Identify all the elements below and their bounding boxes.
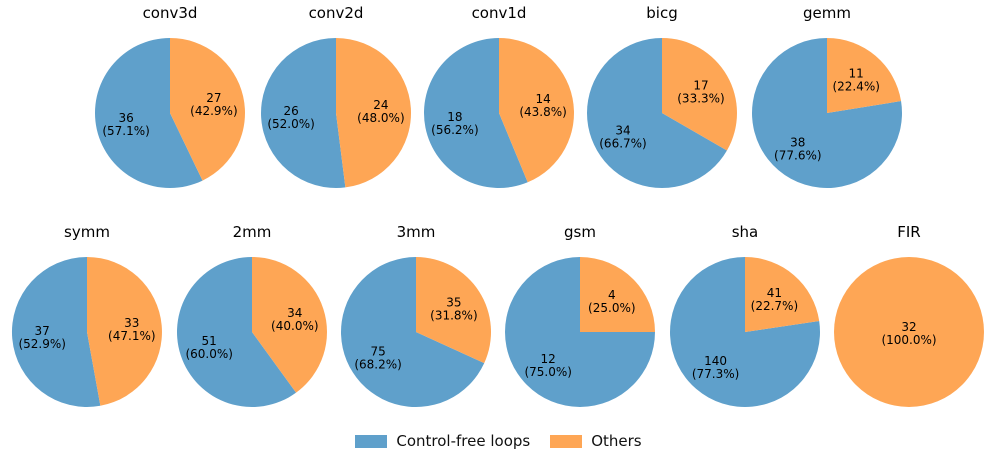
pie-slice-others (662, 38, 737, 151)
legend-item-others: Others (550, 432, 642, 450)
legend-item-control-free: Control-free loops (355, 432, 530, 450)
pie-slice-others (416, 257, 491, 364)
pie-slice-label: 18 (56.2%) (431, 110, 478, 137)
pie-slice-label: 14 (43.8%) (519, 92, 566, 119)
pie-sha: sha 140 (77.3%) 41 (22.7%) (670, 223, 821, 408)
pie-title: 3mm (397, 223, 436, 241)
pie-slice-label: 38 (77.6%) (774, 135, 821, 162)
pie-slice-label: 33 (47.1%) (108, 316, 155, 343)
pie-slice-label: 4 (25.0%) (588, 288, 635, 315)
pie-title: gemm (803, 4, 851, 22)
pie-symm: symm 37 (52.9%) 33 (47.1%) (11, 223, 162, 408)
pie-slice-label: 35 (31.8%) (430, 296, 477, 323)
pie-slice-control-free-loops (752, 38, 903, 188)
pie-slice-control-free-loops (670, 257, 821, 408)
pie-slice-label: 24 (48.0%) (357, 98, 404, 125)
pie-slice-label: 75 (68.2%) (354, 344, 401, 371)
pie-slice-label: 11 (22.4%) (832, 67, 879, 94)
pie-slice-control-free-loops (340, 257, 485, 408)
pie-title: conv2d (309, 4, 364, 22)
pie-conv2d: conv2d 26 (52.0%) 24 (48.0%) (261, 4, 412, 188)
pie-slice-label: 51 (60.0%) (185, 334, 232, 361)
pie-title: bicg (646, 4, 677, 22)
pie-title: sha (732, 223, 759, 241)
pie-slice-others (170, 38, 245, 181)
pie-slice-others (87, 257, 162, 406)
pie-slice-control-free-loops (177, 257, 297, 407)
pie-slice-control-free-loops (261, 38, 346, 188)
legend-label-control-free: Control-free loops (396, 432, 531, 450)
pie-slice-control-free-loops (94, 38, 203, 188)
pie-3mm: 3mm 75 (68.2%) 35 (31.8%) (340, 223, 491, 408)
pie-bicg: bicg 34 (66.7%) 17 (33.3%) (586, 4, 737, 188)
legend: Control-free loops Others (0, 428, 997, 454)
legend-swatch-others (550, 434, 583, 448)
pie-title: 2mm (233, 223, 272, 241)
pie-slice-control-free-loops (11, 257, 101, 408)
pie-title: FIR (897, 223, 920, 241)
pie-slice-label: 140 (77.3%) (692, 354, 739, 381)
pie-conv1d: conv1d 18 (56.2%) 14 (43.8%) (423, 4, 574, 188)
pie-slice-others (834, 257, 984, 407)
pie-slice-label: 32 (100.0%) (881, 320, 936, 347)
pie-conv3d: conv3d 36 (57.1%) 27 (42.9%) (94, 4, 245, 188)
pie-slice-label: 17 (33.3%) (677, 79, 724, 106)
pie-title: gsm (564, 223, 596, 241)
pie-slice-control-free-loops (586, 38, 727, 188)
pie-2mm: 2mm 51 (60.0%) 34 (40.0%) (177, 223, 328, 407)
pie-slice-label: 34 (40.0%) (271, 306, 318, 333)
pie-slice-label: 27 (42.9%) (190, 91, 237, 118)
pie-slice-others (580, 257, 655, 332)
pie-slice-label: 34 (66.7%) (599, 124, 646, 151)
pie-slice-others (336, 38, 412, 188)
pie-slice-others (499, 38, 574, 183)
pie-slice-label: 12 (75.0%) (524, 352, 571, 379)
pie-slice-label: 26 (52.0%) (267, 104, 314, 131)
pie-gsm: gsm 12 (75.0%) 4 (25.0%) (505, 223, 655, 407)
pie-slice-label: 36 (57.1%) (102, 111, 149, 138)
pie-slice-label: 37 (52.9%) (18, 324, 65, 351)
pie-slice-others (252, 257, 328, 393)
pie-title: conv1d (472, 4, 527, 22)
pie-slice-control-free-loops (423, 38, 528, 188)
pie-slice-label: 41 (22.7%) (751, 286, 798, 313)
legend-swatch-control-free (355, 434, 388, 448)
pie-gemm: gemm 38 (77.6%) 11 (22.4%) (752, 4, 903, 188)
pie-slice-others (745, 257, 820, 332)
legend-label-others: Others (591, 432, 642, 450)
pie-slice-others (827, 38, 902, 113)
pie-title: conv3d (143, 4, 198, 22)
pie-title: symm (64, 223, 110, 241)
pie-fir: FIR 32 (100.0%) (834, 223, 984, 407)
